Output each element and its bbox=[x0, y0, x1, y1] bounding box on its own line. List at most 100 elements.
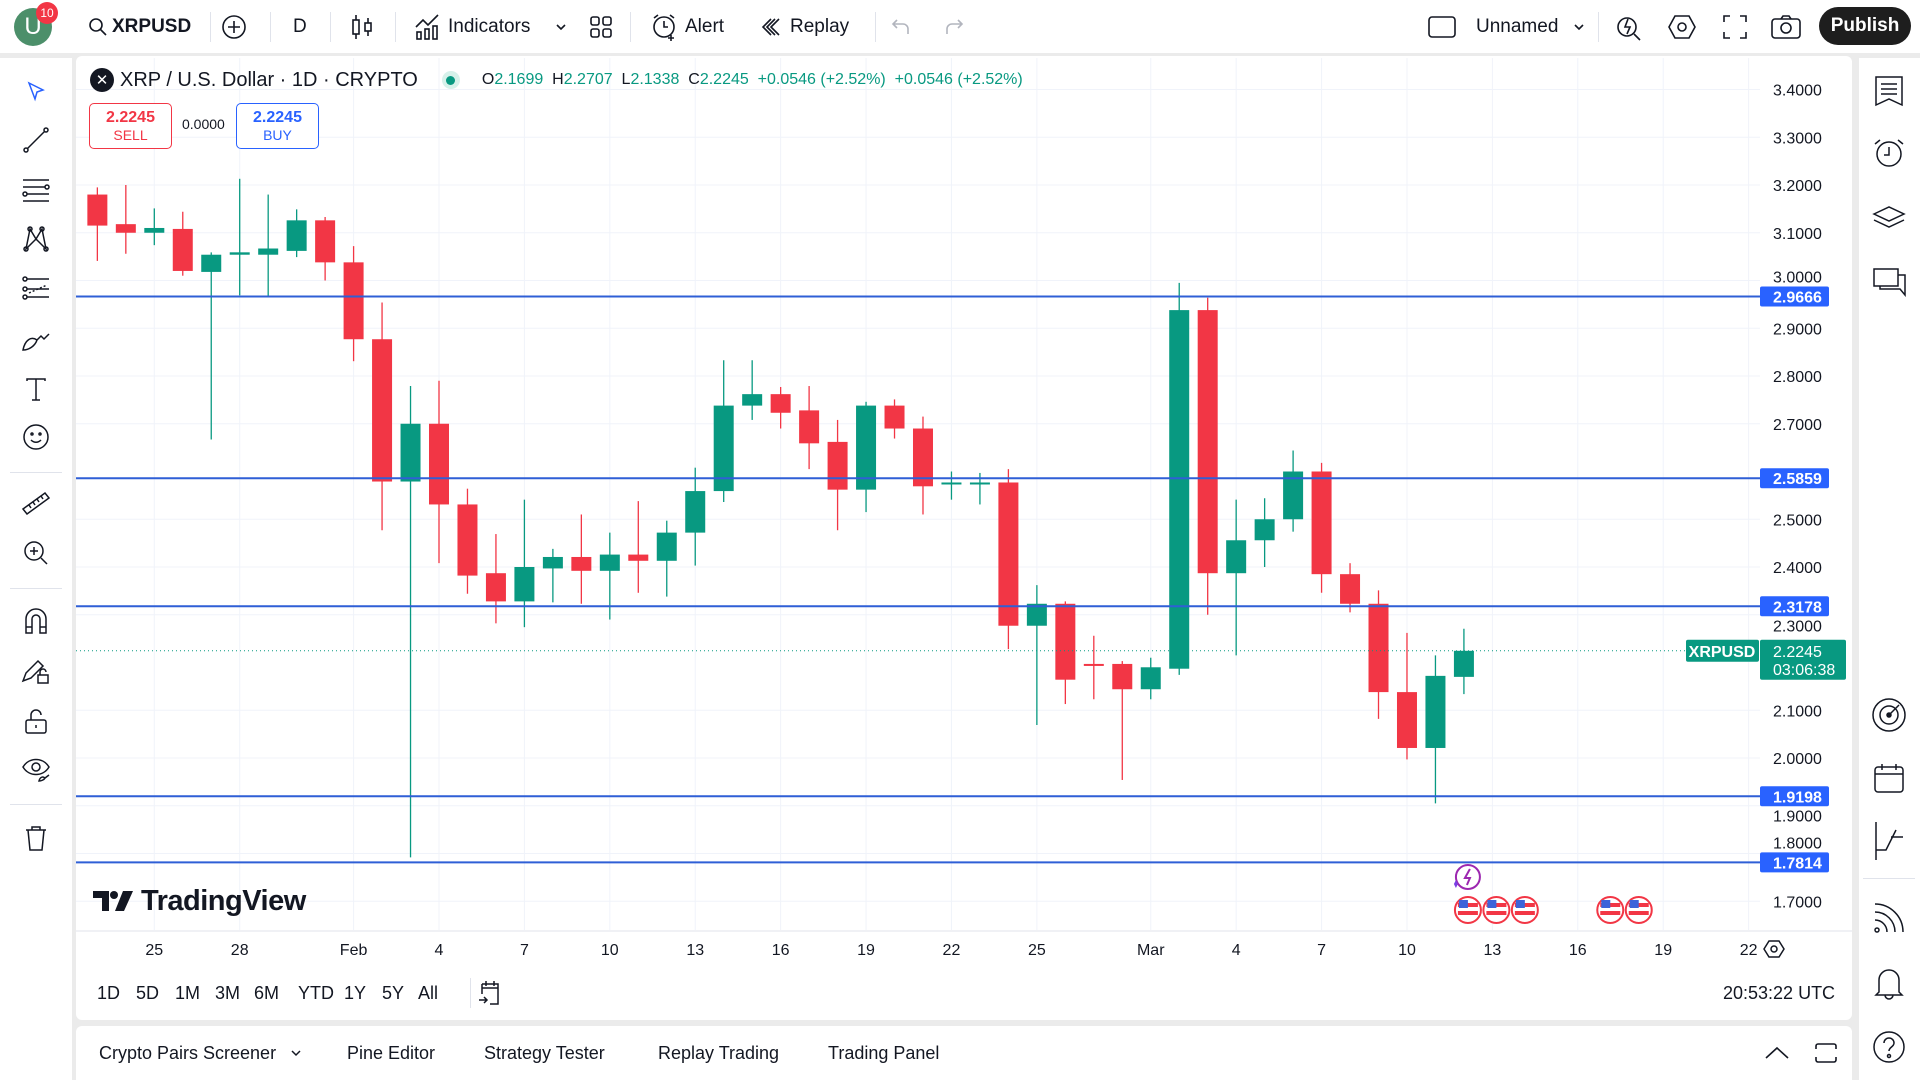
candle-body[interactable] bbox=[827, 441, 848, 490]
candle-body[interactable] bbox=[229, 252, 250, 255]
candle-body[interactable] bbox=[1140, 667, 1161, 690]
candle-body[interactable] bbox=[599, 554, 620, 571]
candle-body[interactable] bbox=[315, 220, 336, 263]
trend-line-tool[interactable] bbox=[20, 124, 52, 156]
candle-body[interactable] bbox=[1368, 603, 1389, 693]
buy-button[interactable]: 2.2245 BUY bbox=[236, 103, 319, 149]
text-tool[interactable] bbox=[20, 373, 52, 405]
candle-body[interactable] bbox=[514, 567, 535, 602]
redo-button[interactable] bbox=[944, 0, 964, 53]
settings-button[interactable] bbox=[1667, 0, 1697, 53]
range-6m[interactable]: 6M bbox=[254, 982, 280, 1003]
publish-button[interactable]: Publish bbox=[1819, 7, 1911, 45]
help-button[interactable] bbox=[1871, 1029, 1907, 1065]
fullscreen-button[interactable] bbox=[1722, 0, 1748, 53]
candle-body[interactable] bbox=[998, 482, 1019, 626]
quick-search-button[interactable] bbox=[1615, 0, 1643, 53]
candle-body[interactable] bbox=[201, 254, 222, 272]
range-5d[interactable]: 5D bbox=[136, 982, 160, 1003]
candle-body[interactable] bbox=[1254, 519, 1275, 541]
maximize-panel-button[interactable] bbox=[1814, 1026, 1838, 1080]
candle-body[interactable] bbox=[1026, 603, 1047, 626]
candle-body[interactable] bbox=[799, 410, 820, 444]
chart-type-button[interactable] bbox=[350, 0, 374, 53]
chats-button[interactable] bbox=[1871, 264, 1907, 300]
candle-body[interactable] bbox=[429, 423, 449, 505]
tab-strategy-tester[interactable]: Strategy Tester bbox=[484, 1042, 605, 1063]
watchlist-button[interactable] bbox=[1871, 73, 1907, 109]
range-1m[interactable]: 1M bbox=[175, 982, 201, 1003]
price-chart[interactable]: 3.4000 3.3000 3.2000 3.1000 3.0000 2.9000 2.80… bbox=[76, 58, 1852, 965]
layouts-button[interactable] bbox=[589, 0, 613, 53]
range-all[interactable]: All bbox=[418, 982, 439, 1003]
candle-body[interactable] bbox=[87, 194, 108, 226]
cursor-tool[interactable] bbox=[20, 76, 52, 108]
candle-body[interactable] bbox=[912, 428, 933, 487]
candle-body[interactable] bbox=[1340, 574, 1361, 604]
replay-button[interactable]: Replay bbox=[760, 0, 849, 53]
interval-button[interactable]: D bbox=[293, 15, 307, 37]
tab-pine-editor[interactable]: Pine Editor bbox=[347, 1042, 436, 1063]
tradingview-logo[interactable]: TradingView bbox=[93, 884, 306, 918]
candle-body[interactable] bbox=[1226, 540, 1247, 574]
candle-body[interactable] bbox=[144, 227, 165, 233]
candle-body[interactable] bbox=[770, 394, 791, 413]
candle-body[interactable] bbox=[713, 405, 734, 492]
candle-body[interactable] bbox=[400, 423, 421, 482]
candle-body[interactable] bbox=[1283, 471, 1304, 520]
forecast-tool[interactable] bbox=[20, 273, 52, 305]
range-1y[interactable]: 1Y bbox=[344, 982, 367, 1003]
candle-body[interactable] bbox=[1396, 692, 1417, 748]
candle-body[interactable] bbox=[856, 405, 877, 490]
calendar-button[interactable] bbox=[1871, 760, 1907, 796]
snapshot-button[interactable] bbox=[1771, 0, 1801, 53]
pattern-tool[interactable] bbox=[20, 223, 52, 255]
range-3m[interactable]: 3M bbox=[215, 982, 241, 1003]
candle-body[interactable] bbox=[172, 228, 193, 271]
candle-body[interactable] bbox=[1453, 650, 1474, 677]
go-to-date-button[interactable] bbox=[476, 978, 504, 1008]
candle-body[interactable] bbox=[1311, 471, 1332, 575]
remove-drawings-tool[interactable] bbox=[20, 822, 52, 854]
lock-drawings-tool[interactable] bbox=[20, 705, 52, 737]
symbol-title[interactable]: XRP / U.S. Dollar · 1D · CRYPTO bbox=[120, 68, 418, 91]
hotlists-button[interactable] bbox=[1871, 697, 1907, 733]
tab-replay-trading[interactable]: Replay Trading bbox=[658, 1042, 780, 1063]
streams-button[interactable] bbox=[1871, 900, 1907, 936]
user-avatar[interactable]: U 10 bbox=[14, 0, 58, 53]
tab-trading-panel[interactable]: Trading Panel bbox=[828, 1042, 940, 1063]
indicators-dropdown[interactable] bbox=[554, 0, 568, 53]
layout-toggle-button[interactable] bbox=[1428, 0, 1456, 53]
hide-drawings-tool[interactable] bbox=[20, 753, 52, 785]
emoji-tool[interactable] bbox=[20, 421, 52, 453]
object-tree-button[interactable] bbox=[1871, 199, 1907, 235]
range-ytd[interactable]: YTD bbox=[298, 982, 334, 1003]
candle-body[interactable] bbox=[969, 482, 990, 485]
candle-body[interactable] bbox=[742, 394, 763, 406]
range-5y[interactable]: 5Y bbox=[382, 982, 405, 1003]
compare-symbol-button[interactable] bbox=[221, 0, 247, 53]
candle-body[interactable] bbox=[884, 405, 905, 429]
fib-tool[interactable] bbox=[20, 174, 52, 206]
layout-name-button[interactable]: Unnamed bbox=[1476, 0, 1586, 53]
ideas-button[interactable] bbox=[1871, 822, 1907, 860]
candle-body[interactable] bbox=[1197, 310, 1218, 574]
stay-drawing-tool[interactable] bbox=[20, 655, 52, 687]
candle-body[interactable] bbox=[628, 554, 649, 561]
market-status-icon[interactable] bbox=[441, 71, 460, 89]
axis-settings-icon[interactable] bbox=[1763, 940, 1785, 958]
alert-button[interactable]: Alert bbox=[651, 0, 724, 53]
candle-body[interactable] bbox=[286, 220, 307, 251]
magnet-tool[interactable] bbox=[20, 605, 52, 637]
candle-body[interactable] bbox=[485, 573, 506, 602]
sell-button[interactable]: 2.2245 SELL bbox=[89, 103, 172, 149]
clock-time[interactable]: 20:53:22 UTC bbox=[1723, 982, 1836, 1003]
candle-body[interactable] bbox=[571, 556, 592, 571]
candle-body[interactable] bbox=[542, 556, 563, 569]
symbol-search-button[interactable]: XRPUSD bbox=[88, 0, 191, 53]
candle-body[interactable] bbox=[115, 224, 136, 233]
undo-button[interactable] bbox=[891, 0, 911, 53]
brush-tool[interactable] bbox=[20, 323, 52, 355]
candle-body[interactable] bbox=[656, 532, 677, 561]
candle-body[interactable] bbox=[685, 491, 706, 533]
